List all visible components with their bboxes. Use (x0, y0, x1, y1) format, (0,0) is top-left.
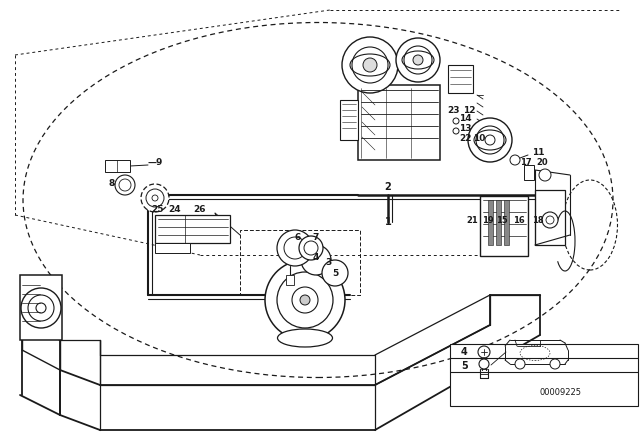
Bar (480, 196, 528, 256)
Bar (448, 65, 473, 93)
Text: 23: 23 (447, 105, 460, 115)
Circle shape (468, 118, 512, 162)
Circle shape (396, 38, 440, 82)
Text: 2: 2 (385, 182, 392, 192)
Circle shape (299, 236, 323, 260)
Circle shape (539, 169, 551, 181)
Text: 20: 20 (536, 158, 548, 167)
Text: 12: 12 (463, 105, 476, 115)
Bar (105, 160, 130, 172)
Circle shape (510, 155, 520, 165)
Bar (524, 165, 534, 180)
Text: 5: 5 (461, 361, 468, 371)
Circle shape (453, 128, 459, 134)
Text: 1: 1 (385, 217, 392, 227)
Text: 19: 19 (482, 215, 494, 224)
Text: 7: 7 (313, 233, 319, 241)
Text: 3: 3 (326, 258, 332, 267)
Circle shape (301, 245, 331, 275)
Circle shape (141, 184, 169, 212)
Circle shape (413, 55, 423, 65)
Circle shape (21, 288, 61, 328)
Bar (358, 85, 440, 160)
Circle shape (479, 359, 489, 369)
Circle shape (342, 37, 398, 93)
Text: 13: 13 (459, 124, 472, 133)
Circle shape (515, 359, 525, 369)
Text: 14: 14 (459, 113, 472, 122)
Bar (535, 190, 565, 245)
Bar (20, 275, 62, 340)
Circle shape (322, 260, 348, 286)
Text: 25: 25 (151, 204, 163, 214)
Bar (488, 200, 493, 245)
Circle shape (478, 346, 490, 358)
Circle shape (300, 295, 310, 305)
Text: 26: 26 (194, 204, 206, 214)
Text: 21: 21 (466, 215, 478, 224)
Bar (286, 275, 294, 285)
Text: 8: 8 (109, 178, 115, 188)
Circle shape (542, 212, 558, 228)
Text: 15: 15 (496, 215, 508, 224)
Circle shape (115, 175, 135, 195)
Bar (504, 200, 509, 245)
Text: —9: —9 (148, 158, 163, 167)
Bar (496, 200, 501, 245)
Text: 4: 4 (461, 347, 468, 357)
Text: 5: 5 (332, 268, 338, 277)
Circle shape (277, 230, 313, 266)
Bar (450, 344, 638, 406)
Text: 00009225: 00009225 (539, 388, 581, 396)
Text: 6: 6 (295, 233, 301, 241)
Circle shape (363, 58, 377, 72)
Text: 4: 4 (313, 253, 319, 262)
Text: 16: 16 (513, 215, 525, 224)
Text: 18: 18 (532, 215, 544, 224)
Text: 24: 24 (169, 204, 181, 214)
Bar (155, 243, 190, 253)
Text: 17: 17 (520, 158, 532, 167)
Ellipse shape (278, 329, 333, 347)
Text: 11: 11 (532, 147, 545, 156)
Circle shape (453, 118, 459, 124)
Bar (240, 230, 360, 295)
Circle shape (550, 359, 560, 369)
Bar (340, 100, 358, 140)
Text: 10: 10 (473, 134, 485, 142)
Bar (155, 215, 230, 243)
Circle shape (265, 260, 345, 340)
Text: 22: 22 (459, 134, 472, 142)
